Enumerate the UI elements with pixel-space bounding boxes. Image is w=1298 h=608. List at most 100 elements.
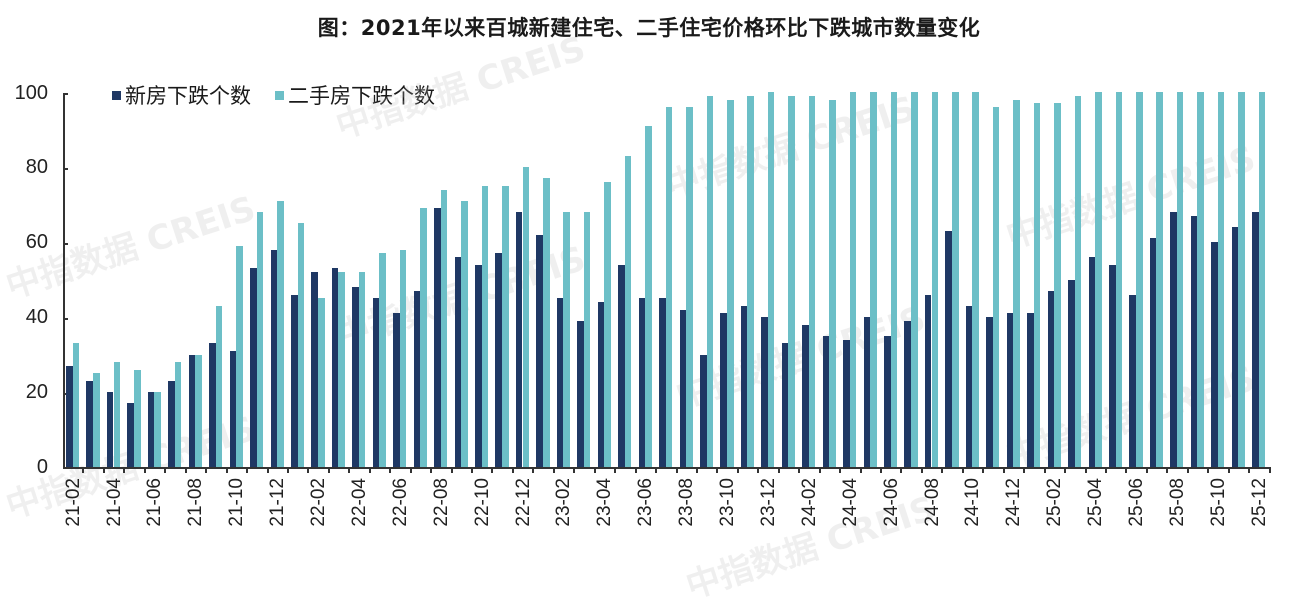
bar-second-hand bbox=[420, 208, 427, 467]
bar-second-hand bbox=[870, 92, 877, 467]
x-tick-mark bbox=[736, 467, 739, 473]
bar-second-hand bbox=[1033, 103, 1041, 467]
bar-new-homes bbox=[229, 350, 237, 467]
bar-new-homes bbox=[536, 234, 543, 467]
bar-new-homes bbox=[270, 249, 278, 467]
bar-second-hand bbox=[1136, 92, 1143, 467]
x-tick-mark bbox=[225, 467, 228, 473]
bar-second-hand bbox=[338, 272, 346, 467]
x-tick-mark bbox=[961, 467, 964, 473]
bar-new-homes bbox=[761, 317, 768, 467]
x-tick-mark bbox=[777, 467, 780, 473]
bar-second-hand bbox=[358, 272, 366, 467]
x-tick-mark bbox=[205, 467, 208, 473]
bar-second-hand bbox=[706, 95, 714, 467]
x-tick-label: 23-04 bbox=[594, 478, 616, 527]
bar-second-hand bbox=[727, 99, 734, 467]
x-tick-label: 21-02 bbox=[62, 478, 84, 527]
x-tick-mark bbox=[818, 467, 821, 473]
x-tick-label: 23-10 bbox=[717, 478, 738, 527]
bar-second-hand bbox=[440, 189, 448, 467]
x-tick-label: 23-08 bbox=[676, 478, 698, 527]
bar-second-hand bbox=[1176, 92, 1184, 467]
bar-second-hand bbox=[808, 95, 816, 467]
x-tick-mark bbox=[614, 467, 617, 473]
y-tick-label: 20 bbox=[25, 381, 48, 403]
bar-second-hand bbox=[1054, 103, 1061, 467]
x-tick-mark bbox=[1104, 467, 1107, 473]
bar-second-hand bbox=[583, 212, 591, 467]
bar-second-hand bbox=[399, 249, 407, 467]
bar-second-hand bbox=[72, 343, 80, 467]
bar-new-homes bbox=[127, 403, 134, 467]
x-tick-label: 21-12 bbox=[267, 478, 289, 527]
bar-second-hand bbox=[563, 212, 570, 467]
x-tick-mark bbox=[634, 467, 637, 473]
x-tick-label: 25-12 bbox=[1248, 478, 1270, 527]
x-tick-label: 22-06 bbox=[389, 478, 411, 527]
bar-second-hand bbox=[318, 298, 325, 467]
bar-new-homes bbox=[965, 305, 973, 467]
legend-swatch-new-homes bbox=[112, 90, 121, 100]
bar-new-homes bbox=[454, 257, 462, 467]
x-tick-mark bbox=[1084, 467, 1087, 473]
x-tick-label: 22-08 bbox=[430, 478, 452, 527]
bar-new-homes bbox=[434, 208, 441, 467]
bar-second-hand bbox=[379, 253, 386, 467]
x-tick-mark bbox=[266, 467, 269, 473]
x-tick-mark bbox=[143, 467, 146, 473]
y-tick-mark bbox=[63, 93, 68, 95]
y-tick-mark bbox=[63, 243, 68, 245]
y-tick-label: 80 bbox=[25, 156, 48, 178]
bar-new-homes bbox=[822, 335, 830, 467]
bar-new-homes bbox=[1047, 290, 1055, 467]
bar-new-homes bbox=[147, 392, 155, 467]
y-tick-mark bbox=[63, 318, 68, 320]
bar-new-homes bbox=[720, 313, 727, 467]
chart-legend: 新房下跌个数 二手房下跌个数 bbox=[112, 80, 459, 110]
x-tick-mark bbox=[532, 467, 535, 473]
x-tick-mark bbox=[1207, 467, 1210, 473]
bar-new-homes bbox=[515, 212, 523, 467]
x-tick-mark bbox=[1248, 467, 1251, 473]
bar-new-homes bbox=[679, 309, 687, 467]
x-tick-mark bbox=[880, 467, 882, 473]
x-tick-label: 24-08 bbox=[921, 478, 943, 527]
bar-new-homes bbox=[393, 313, 400, 467]
x-tick-label: 21-06 bbox=[144, 478, 166, 527]
bar-new-homes bbox=[475, 264, 482, 467]
bar-second-hand bbox=[522, 167, 530, 467]
x-tick-label: 22-02 bbox=[308, 478, 329, 527]
x-tick-mark bbox=[511, 467, 514, 473]
bar-new-homes bbox=[924, 294, 932, 467]
bar-new-homes bbox=[740, 305, 748, 467]
bar-second-hand bbox=[890, 92, 898, 467]
bar-second-hand bbox=[645, 125, 652, 467]
x-tick-mark bbox=[798, 467, 801, 473]
bar-second-hand bbox=[502, 185, 509, 467]
x-tick-mark bbox=[389, 467, 392, 473]
x-tick-mark bbox=[286, 467, 289, 473]
bar-new-homes bbox=[577, 320, 584, 467]
x-tick-mark bbox=[675, 467, 678, 473]
x-tick-label: 25-06 bbox=[1126, 478, 1147, 527]
x-tick-mark bbox=[859, 467, 862, 473]
x-tick-mark bbox=[839, 467, 842, 473]
bar-second-hand bbox=[256, 212, 264, 467]
bar-second-hand bbox=[154, 392, 161, 467]
x-tick-label: 21-10 bbox=[226, 478, 248, 527]
bar-second-hand bbox=[665, 107, 673, 467]
bar-new-homes bbox=[863, 317, 871, 467]
bar-new-homes bbox=[1190, 215, 1198, 467]
legend-label-second-hand: 二手房下跌个数 bbox=[288, 84, 435, 108]
x-tick-mark bbox=[307, 467, 310, 473]
bar-second-hand bbox=[788, 95, 795, 467]
x-tick-mark bbox=[82, 467, 85, 473]
x-tick-mark bbox=[164, 467, 167, 473]
x-tick-mark bbox=[246, 467, 249, 473]
legend-swatch-second-hand bbox=[275, 90, 284, 100]
legend-label-new-homes: 新房下跌个数 bbox=[125, 84, 251, 108]
bar-second-hand bbox=[1095, 92, 1102, 467]
bar-new-homes bbox=[843, 339, 850, 467]
x-tick-label: 21-08 bbox=[185, 478, 207, 527]
